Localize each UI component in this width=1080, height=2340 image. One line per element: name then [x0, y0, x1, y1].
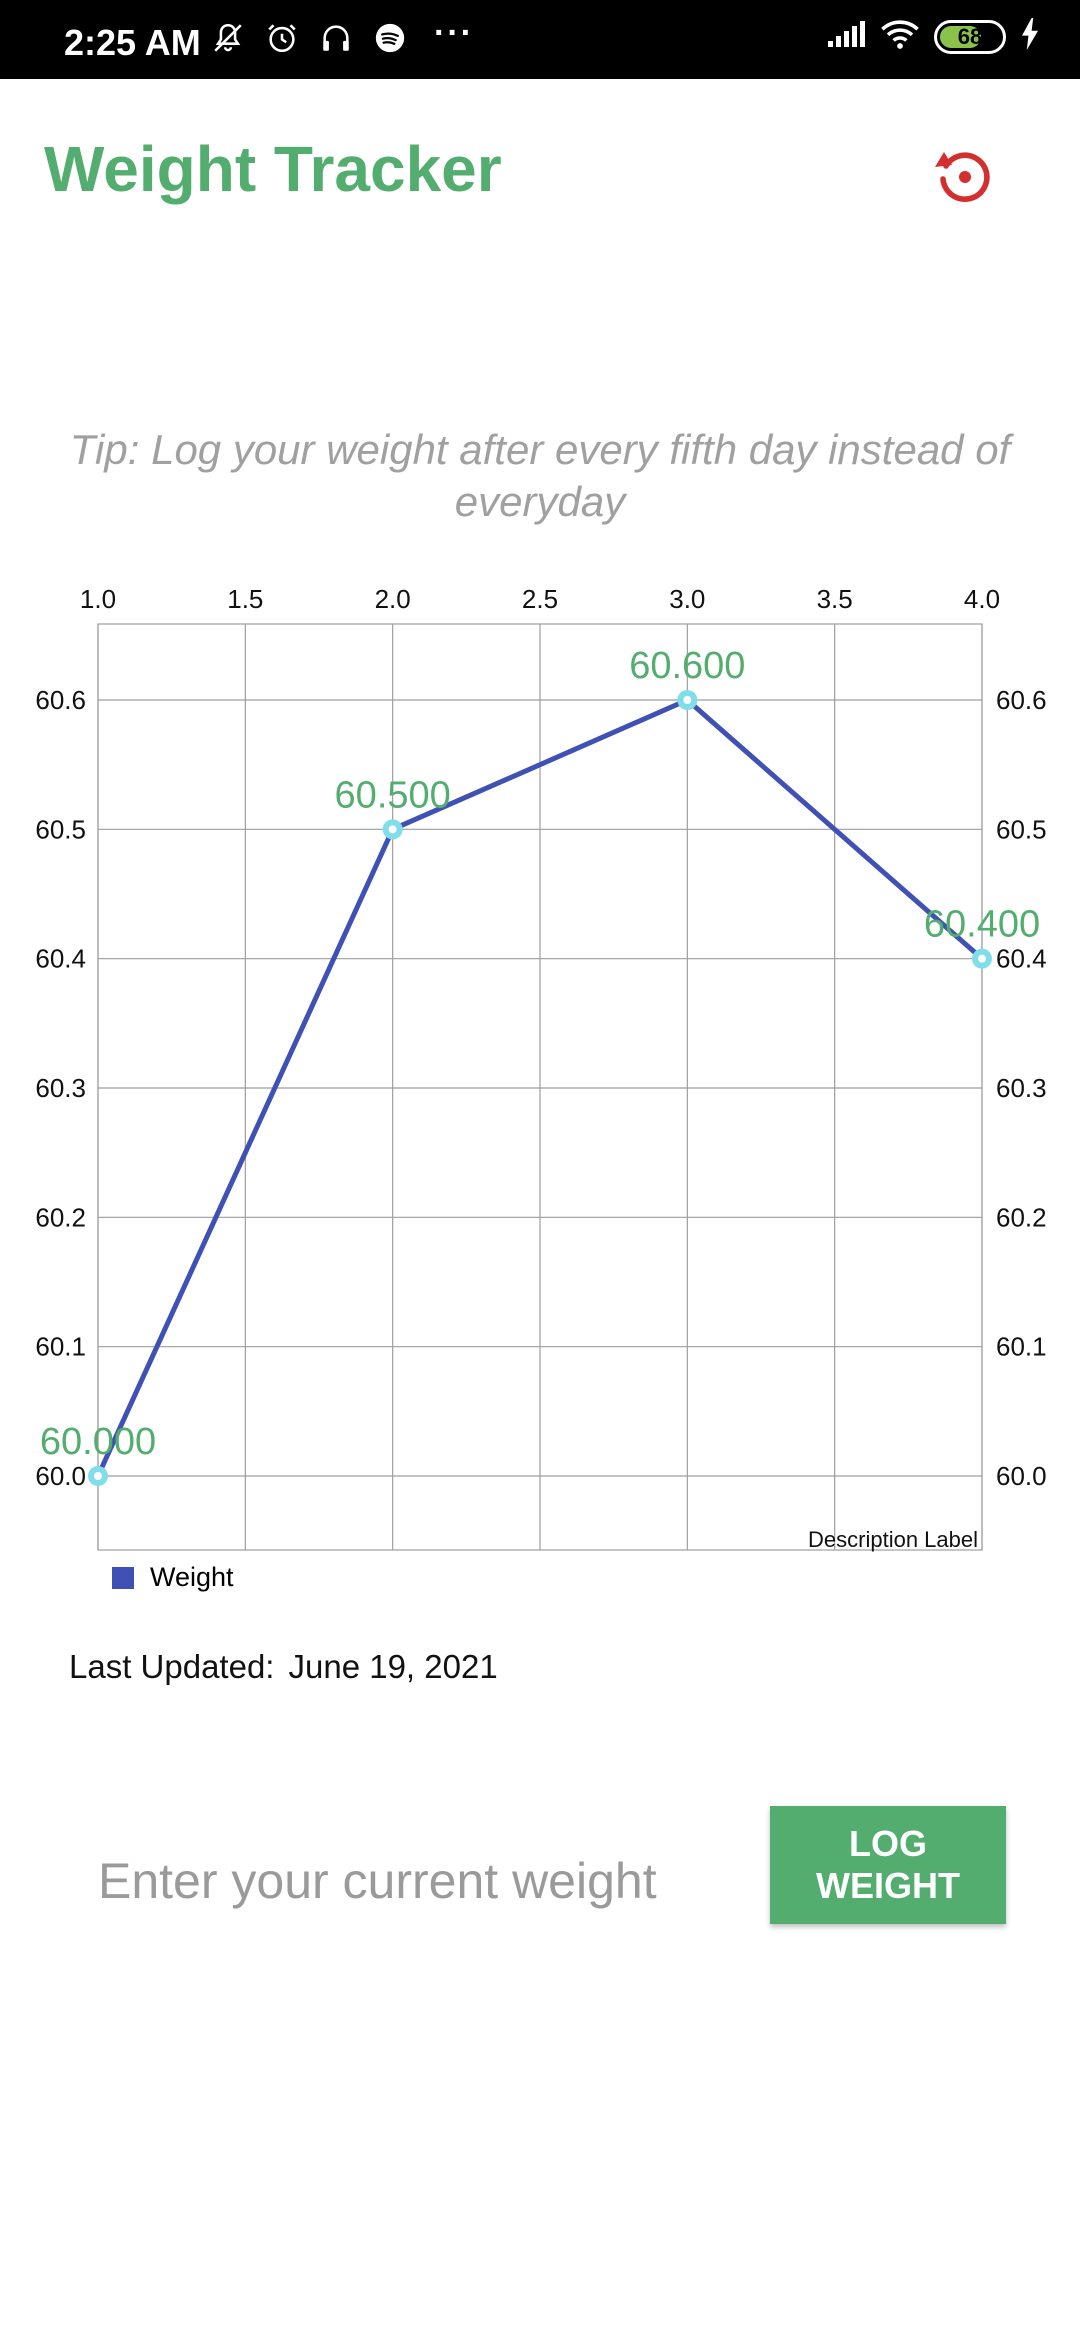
x-tick-label: 3.0	[669, 584, 705, 614]
reset-button[interactable]	[930, 142, 996, 208]
spotify-icon	[370, 18, 410, 58]
x-tick-label: 1.0	[80, 584, 116, 614]
y-tick-label-right: 60.2	[996, 1202, 1047, 1232]
signal-icon	[826, 19, 866, 54]
weight-input[interactable]	[96, 1840, 700, 1922]
last-updated-label: Last Updated:	[69, 1648, 275, 1685]
battery-level: 68	[957, 23, 983, 49]
chart-description-label: Description Label	[808, 1527, 978, 1552]
y-tick-label-right: 60.0	[996, 1461, 1047, 1491]
status-notification-icons: ···	[208, 14, 474, 58]
series-line-weight	[95, 697, 984, 1478]
reset-history-icon	[935, 152, 990, 202]
last-updated: Last Updated: June 19, 2021	[69, 1648, 498, 1686]
battery-icon: 68	[934, 19, 1006, 54]
x-tick-label: 2.0	[375, 584, 411, 614]
y-tick-label-left: 60.1	[35, 1332, 86, 1362]
charging-icon	[1020, 18, 1040, 55]
muted-bell-icon	[208, 18, 248, 58]
last-updated-value: June 19, 2021	[288, 1648, 498, 1685]
y-tick-label-right: 60.1	[996, 1332, 1047, 1362]
app-title: Weight Tracker	[44, 133, 502, 205]
log-weight-button[interactable]: LOG WEIGHT	[770, 1806, 1006, 1924]
y-tick-label-right: 60.3	[996, 1073, 1047, 1103]
weight-line-chart: 1.0 1.5 2.0 2.5 3.0 3.5 4.0 60.0 60.0 60.1 60.1 60.…	[35, 584, 1047, 1552]
weight-chart[interactable]: 1.0 1.5 2.0 2.5 3.0 3.5 4.0 60.0 60.0 60.1 60.1 60.…	[0, 570, 1080, 1590]
tip-text: Tip: Log your weight after every fifth d…	[69, 426, 1011, 525]
legend-label-weight: Weight	[150, 1562, 234, 1592]
x-tick-label: 3.5	[817, 584, 853, 614]
y-tick-label-left: 60.4	[35, 944, 86, 974]
x-tick-label: 2.5	[522, 584, 558, 614]
y-tick-label-right: 60.6	[996, 685, 1047, 715]
y-tick-label-left: 60.0	[35, 1461, 86, 1491]
data-label: 60.400	[924, 904, 1040, 946]
data-point-center	[388, 825, 397, 834]
y-tick-label-left: 60.2	[35, 1202, 86, 1232]
wifi-icon	[880, 18, 920, 55]
y-tick-label-left: 60.6	[35, 685, 86, 715]
x-tick-label: 4.0	[964, 584, 1000, 614]
headphones-icon	[316, 18, 356, 58]
status-system-icons: 68	[826, 18, 1040, 55]
data-label: 60.500	[335, 774, 451, 816]
data-point-center	[94, 1472, 102, 1480]
y-tick-label-right: 60.4	[996, 944, 1047, 974]
chart-legend: Weight	[112, 1562, 234, 1593]
data-label: 60.000	[40, 1421, 156, 1463]
more-notifications-icon: ···	[434, 13, 474, 52]
y-tick-label-left: 60.5	[35, 814, 86, 844]
status-time: 2:25 AM	[64, 22, 201, 63]
legend-swatch-weight	[112, 1566, 134, 1589]
x-tick-label: 1.5	[227, 584, 263, 614]
alarm-icon	[262, 18, 302, 58]
data-point-center	[978, 954, 986, 963]
y-tick-label-right: 60.5	[996, 814, 1047, 844]
data-label: 60.600	[629, 645, 745, 687]
y-tick-label-left: 60.3	[35, 1073, 86, 1103]
data-point-center	[683, 696, 692, 704]
status-bar: 2:25 AM ··· 68	[0, 0, 1080, 79]
